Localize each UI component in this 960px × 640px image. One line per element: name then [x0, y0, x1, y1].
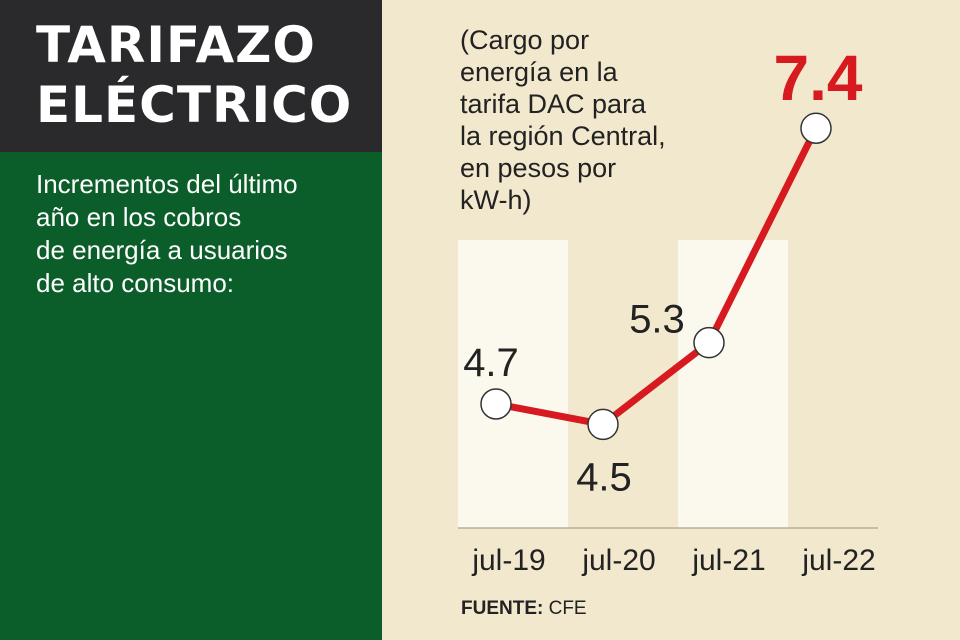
series-line	[495, 126, 820, 428]
data-point	[800, 112, 832, 144]
source-label: FUENTE:	[461, 598, 544, 619]
column-band	[678, 240, 788, 528]
note-line: en pesos por	[460, 153, 617, 183]
note-line: (Cargo por	[460, 25, 590, 55]
x-tick-label: jul-20	[581, 544, 655, 577]
intro-line: de alto consumo:	[36, 268, 235, 298]
x-tick-label: jul-21	[691, 544, 765, 577]
note-line: kW-h)	[460, 185, 532, 215]
x-tick-label: jul-22	[801, 544, 875, 577]
data-point	[693, 326, 725, 359]
note-line: tarifa DAC para	[460, 89, 647, 119]
note-line: la región Central,	[460, 121, 666, 151]
column-band	[458, 240, 568, 528]
source-value: CFE	[548, 598, 587, 619]
headline-box: TARIFAZO ELÉCTRICO	[0, 0, 382, 152]
note-line: energía en la	[460, 57, 618, 87]
source-credit: FUENTE: CFE	[461, 598, 587, 620]
chart-note: (Cargo por energía en la tarifa DAC para…	[460, 24, 666, 216]
headline-line-1: TARIFAZO	[36, 16, 316, 74]
data-point	[587, 408, 619, 441]
data-label: 5.3	[629, 298, 685, 342]
intro-text: Incrementos del último año en los cobros…	[36, 168, 366, 300]
data-label: 4.5	[576, 455, 632, 499]
data-point	[480, 388, 512, 420]
intro-line: de energía a usuarios	[36, 235, 288, 265]
data-label: 4.7	[463, 341, 519, 385]
headline-line-2: ELÉCTRICO	[36, 76, 353, 134]
intro-line: año en los cobros	[36, 202, 242, 232]
data-label: 7.4	[774, 42, 863, 114]
intro-line: Incrementos del último	[36, 169, 298, 199]
x-tick-label: jul-19	[471, 544, 545, 577]
